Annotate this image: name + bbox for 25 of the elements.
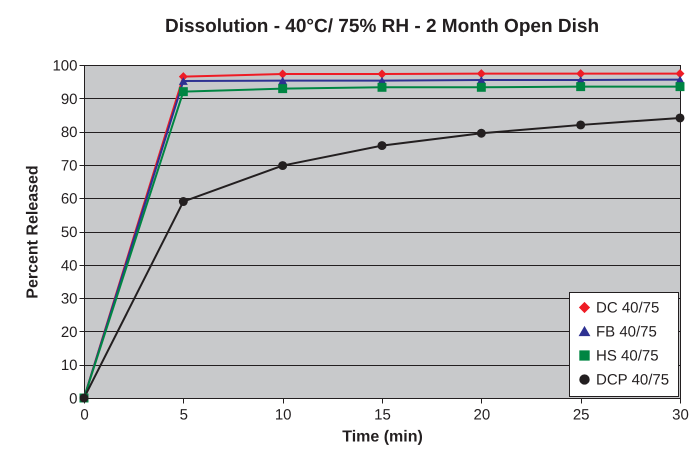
y-tick-label: 30 (60, 290, 78, 308)
y-axis-title: Percent Released (24, 165, 42, 299)
chart-title: Dissolution - 40°C/ 75% RH - 2 Month Open Dish (164, 16, 600, 37)
y-tick-label: 90 (60, 90, 78, 108)
y-tick-label: 80 (60, 124, 78, 142)
x-tick-label: 25 (572, 406, 590, 424)
x-tick-label: 0 (80, 406, 89, 424)
legend-label: HS 40/75 (596, 348, 659, 364)
x-tick-label: 10 (274, 406, 292, 424)
x-tick-label: 20 (473, 406, 490, 424)
legend-label: DCP 40/75 (596, 372, 670, 388)
x-axis-title: Time (min) (342, 428, 423, 446)
y-tick-label: 40 (60, 257, 78, 274)
y-tick-label: 100 (52, 58, 78, 74)
y-tick-label: 0 (69, 390, 78, 408)
y-tick-label: 70 (60, 157, 78, 174)
y-tick-label: 50 (60, 224, 78, 241)
x-tick-label: 15 (374, 406, 391, 424)
x-tick-label: 5 (180, 406, 188, 424)
y-tick-label: 60 (60, 190, 78, 208)
y-tick-label: 10 (60, 357, 78, 374)
x-tick-label: 30 (672, 406, 689, 424)
legend-label: FB 40/75 (596, 324, 657, 340)
legend-label: DC 40/75 (596, 300, 660, 316)
y-tick-label: 20 (60, 324, 78, 341)
